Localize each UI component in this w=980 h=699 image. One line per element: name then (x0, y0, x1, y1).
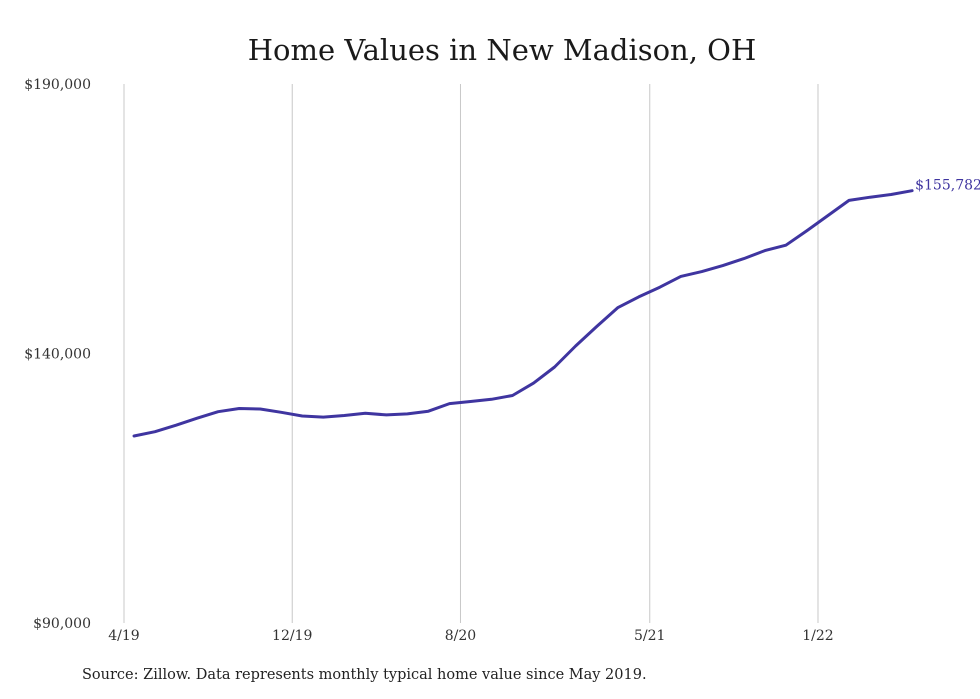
series-layer (132, 189, 914, 438)
x-tick-label: 1/22 (802, 628, 833, 644)
x-tick-label: 4/19 (108, 628, 139, 644)
chart-title: Home Values in New Madison, OH (248, 33, 757, 67)
series-line (132, 189, 914, 438)
x-axis-ticks: 4/19 12/19 8/20 5/21 1/22 (108, 628, 833, 644)
grid-lines (123, 84, 819, 623)
y-tick-label: $190,000 (24, 77, 91, 93)
y-tick-label: $90,000 (33, 616, 91, 632)
end-value-label: $155,782 (915, 178, 980, 194)
y-axis-ticks: $90,000 $140,000 $190,000 (24, 77, 91, 632)
y-tick-label: $140,000 (24, 347, 91, 363)
x-tick-label: 8/20 (445, 628, 476, 644)
x-tick-label: 5/21 (634, 628, 665, 644)
x-tick-label: 12/19 (272, 628, 312, 644)
source-note: Source: Zillow. Data represents monthly … (82, 667, 647, 683)
